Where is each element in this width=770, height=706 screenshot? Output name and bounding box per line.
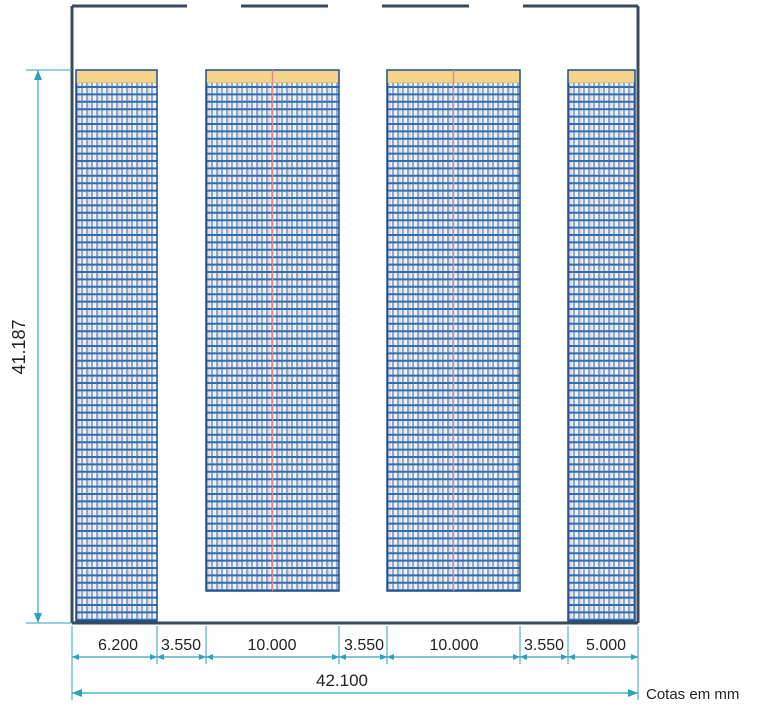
segment-arrow: [157, 654, 164, 660]
segment-arrow: [199, 654, 206, 660]
rack-blocks: [75, 69, 636, 622]
rack-block-4: [567, 69, 636, 622]
rack-outline: [567, 69, 636, 622]
rack-block-3: [386, 69, 521, 592]
depth-label: 41.187: [9, 319, 29, 374]
segment-label-7: 5.000: [586, 637, 626, 654]
rack-header-band: [75, 69, 158, 84]
building-walls: [70, 4, 640, 625]
segment-label-5: 10.000: [430, 637, 479, 654]
units-note: Cotas em mm: [646, 686, 739, 703]
segment-arrow: [206, 654, 213, 660]
depth-arrow-bottom: [34, 613, 42, 623]
rack-block-1: [75, 69, 158, 622]
rack-header-band: [567, 69, 636, 84]
rack-outline: [75, 69, 158, 622]
depth-arrow-top: [34, 70, 42, 80]
total-width-label: 42.100: [316, 671, 368, 690]
segment-arrow: [150, 654, 157, 660]
segment-arrows: [72, 654, 638, 660]
rack-body: [568, 83, 635, 621]
segment-arrow: [387, 654, 394, 660]
segment-arrow: [380, 654, 387, 660]
segment-arrow: [520, 654, 527, 660]
rack-block-2: [205, 69, 340, 592]
segment-arrow: [339, 654, 346, 660]
segment-label-3: 10.000: [248, 637, 297, 654]
segment-label-1: 6.200: [98, 637, 138, 654]
segment-label-2: 3.550: [161, 637, 201, 654]
segment-arrow: [332, 654, 339, 660]
rack-body: [76, 83, 157, 621]
total-width-dimension: 42.100: [71, 626, 639, 700]
segment-label-6: 3.550: [524, 637, 564, 654]
segment-arrow: [72, 654, 79, 660]
segment-arrow: [513, 654, 520, 660]
segment-label-4: 3.550: [344, 637, 384, 654]
total-width-arrow-left: [72, 689, 82, 697]
depth-dimension: 41.187: [9, 69, 72, 624]
segment-arrow: [568, 654, 575, 660]
segment-dimensions: 6.200 3.550 10.000 3.550 10.000 3.550 5.…: [71, 626, 639, 664]
segment-arrow: [631, 654, 638, 660]
segment-arrow: [561, 654, 568, 660]
total-width-arrow-right: [628, 689, 638, 697]
